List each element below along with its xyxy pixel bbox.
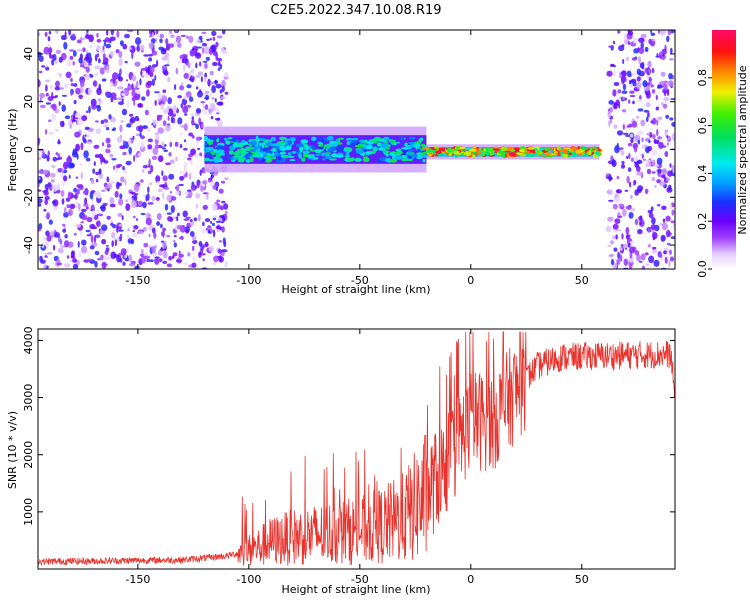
spectrogram-x-ticks: -150 -100 -50 0 50	[125, 30, 589, 287]
colorbar-tick-label: 0.6	[696, 117, 709, 135]
snr-frame	[37, 328, 676, 570]
chart-title: C2E5.2022.347.10.08.R19	[270, 3, 441, 18]
x-tick-label: -100	[236, 573, 261, 586]
x-tick-label: -150	[125, 274, 150, 287]
x-tick-label: -150	[125, 573, 150, 586]
y-tick-label: 2000	[22, 441, 35, 469]
snr-x-axis-label: Height of straight line (km)	[281, 583, 430, 596]
spectrogram-y-axis-label: Frequency (Hz)	[6, 109, 19, 192]
x-tick-label: 50	[575, 573, 589, 586]
snr-x-ticks: -150 -100 -50 0 50	[125, 329, 589, 586]
y-tick-label: 4000	[22, 326, 35, 354]
colorbar-tick-label: 0.8	[696, 69, 709, 87]
y-tick-label: 0	[22, 146, 35, 153]
y-tick-label: -20	[22, 188, 35, 206]
y-tick-label: 1000	[22, 498, 35, 526]
colorbar-ticks: 0.0 0.2 0.4 0.6 0.8	[696, 69, 712, 278]
snr-chart: -150 -100 -50 0 50 1000 2000 3000 4000 Height o…	[6, 326, 676, 596]
colorbar-tick-label: 0.2	[696, 212, 709, 230]
y-tick-label: 3000	[22, 384, 35, 412]
x-tick-label: -50	[351, 573, 369, 586]
colorbar-gradient	[712, 30, 736, 269]
snr-y-axis-label: SNR (10 * v/v)	[6, 411, 19, 489]
colorbar-tick-label: 0.4	[696, 165, 709, 183]
y-tick-label: 20	[22, 95, 35, 109]
y-tick-label: -40	[22, 236, 35, 254]
y-tick-label: 40	[22, 47, 35, 61]
x-tick-label: 0	[467, 573, 474, 586]
spectrogram-y-ticks: -40 -20 0 20 40	[22, 47, 675, 254]
spectrogram-feature	[203, 126, 429, 173]
x-tick-label: 50	[575, 274, 589, 287]
snr-series-line	[38, 331, 675, 567]
snr-y-ticks: 1000 2000 3000 4000	[22, 326, 675, 526]
x-tick-label: 0	[467, 274, 474, 287]
spectrogram-feature	[605, 30, 675, 269]
spectrogram-feature	[422, 144, 603, 160]
x-tick-label: -50	[351, 274, 369, 287]
colorbar: 0.0 0.2 0.4 0.6 0.8 Normalized spectral ampl…	[696, 30, 749, 278]
colorbar-label: Normalized spectral amplitude	[736, 65, 749, 234]
spectrogram-content	[38, 30, 675, 269]
spectrogram-x-axis-label: Height of straight line (km)	[281, 283, 430, 296]
x-tick-label: -100	[236, 274, 261, 287]
spectrogram-chart: -150 -100 -50 0 50 -40 -20 0 20 40 Height of str…	[6, 29, 676, 296]
colorbar-tick-label: 0.0	[696, 260, 709, 278]
snr-content	[38, 331, 675, 567]
spectrogram-feature	[38, 30, 229, 269]
